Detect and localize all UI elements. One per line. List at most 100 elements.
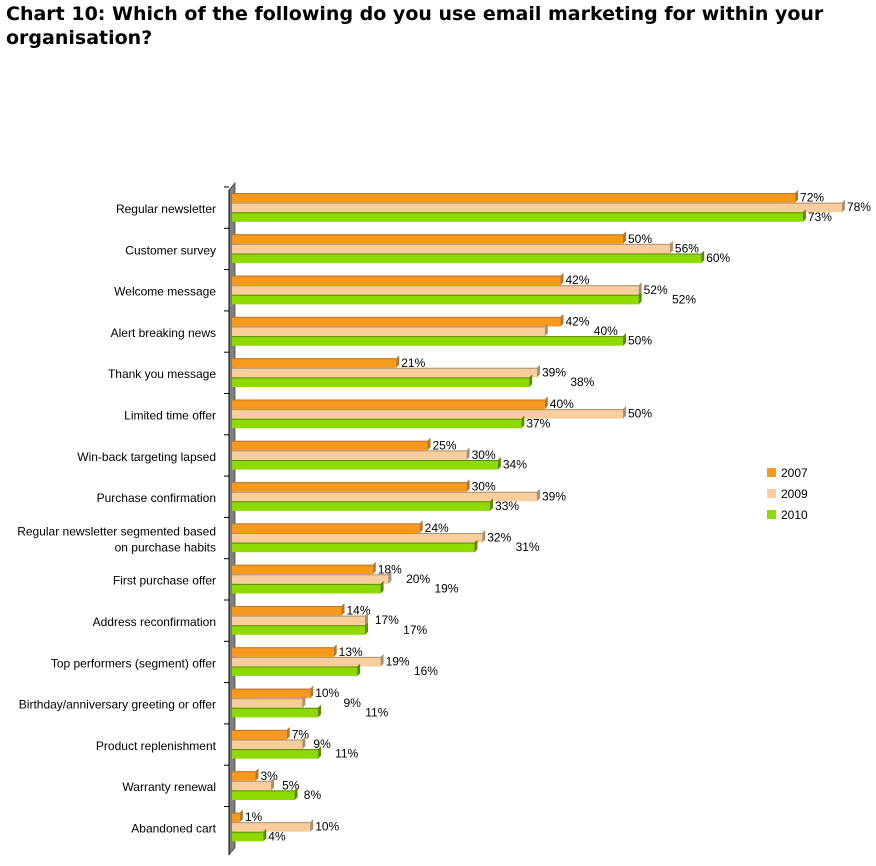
bar-end (364, 612, 368, 626)
data-label: 4% (268, 829, 286, 843)
data-label: 1% (245, 810, 263, 824)
category-label: Limited time offer (124, 409, 216, 423)
bar-2009 (232, 698, 303, 708)
bar-end (529, 374, 533, 387)
bar-2007 (232, 523, 420, 533)
data-label: 7% (292, 728, 310, 742)
category-label: Win-back targeting lapsed (77, 450, 216, 464)
data-label: 5% (282, 778, 300, 792)
bar-end (795, 190, 799, 203)
data-label: 37% (526, 416, 550, 430)
bar-2009 (232, 450, 467, 460)
bar-end (294, 787, 298, 800)
data-label: 11% (335, 747, 358, 761)
bar-2007 (232, 729, 287, 740)
category-label: Abandoned cart (131, 822, 216, 836)
data-label: 39% (542, 489, 566, 503)
data-label: 20% (406, 572, 430, 586)
bar-2009 (232, 615, 365, 626)
bar-2007 (232, 688, 311, 699)
bar-end (638, 291, 642, 305)
bar-2007 (232, 482, 467, 492)
bar-2010 (232, 501, 491, 511)
bar-2010 (232, 336, 623, 346)
bar-end (380, 580, 384, 594)
data-label: 56% (675, 242, 699, 256)
bar-end (544, 323, 548, 337)
data-label: 42% (565, 315, 589, 329)
bar-end (310, 685, 314, 699)
bar-2009 (232, 367, 537, 378)
category-label: Warranty renewal (122, 780, 216, 794)
category-label: Top performers (segment) offer (51, 656, 216, 670)
bar-end (536, 488, 540, 502)
bar-2007 (232, 234, 623, 244)
category-label: Address reconfirmation (93, 615, 216, 629)
bar-end (669, 240, 673, 254)
bar-2009 (232, 780, 272, 791)
data-label: 3% (260, 769, 278, 783)
bar-2010 (232, 583, 381, 594)
bar-end (388, 571, 392, 584)
bar-2009 (232, 326, 545, 337)
bar-2007 (232, 606, 342, 616)
bar-end (474, 539, 478, 553)
legend-swatch-2010 (767, 510, 776, 519)
bar-end (302, 695, 306, 708)
bar-2010 (232, 212, 803, 222)
bar-2009 (232, 656, 381, 667)
bar-end (536, 364, 540, 378)
bar-end (396, 355, 400, 368)
bar-2010 (232, 749, 319, 759)
data-label: 14% (346, 604, 370, 618)
bar-end (333, 644, 337, 657)
bar-end (239, 809, 243, 823)
bar-2007 (232, 812, 240, 823)
bar-2009 (232, 409, 623, 419)
legend-label: 2007 (781, 466, 808, 480)
bar-end (466, 479, 470, 492)
bar-end (701, 250, 705, 264)
bar-2009 (232, 574, 389, 584)
bar-end (490, 498, 494, 511)
bar-end (560, 313, 564, 327)
chart-title: Chart 10: Which of the following do you … (6, 3, 824, 49)
data-label: 34% (503, 458, 527, 472)
data-label: 21% (401, 356, 425, 370)
bar-end (364, 622, 368, 635)
data-label: 78% (847, 200, 871, 214)
bar-end (419, 520, 423, 533)
bar-2007 (232, 358, 397, 368)
data-label: 19% (434, 582, 458, 596)
bar-2009 (232, 739, 303, 750)
data-label: 30% (472, 480, 496, 494)
data-label: 33% (495, 499, 519, 513)
bar-2007 (232, 647, 334, 657)
bar-2007 (232, 564, 373, 575)
data-label: 10% (315, 820, 339, 834)
category-label: Regular newsletter segmented based (17, 524, 216, 538)
legend-label: 2009 (781, 487, 808, 501)
data-label: 40% (594, 324, 618, 338)
data-label: 50% (628, 232, 652, 246)
data-label: 17% (375, 613, 399, 627)
bar-2007 (232, 399, 545, 410)
bar-end (482, 530, 486, 543)
bar-2009 (232, 202, 842, 213)
data-label: 11% (365, 705, 388, 719)
bar-2010 (232, 294, 639, 305)
data-label: 32% (487, 531, 511, 545)
bar-end (427, 437, 431, 451)
bar-2010 (232, 625, 365, 635)
data-label: 42% (565, 273, 589, 287)
data-label: 60% (706, 251, 730, 265)
data-label: 24% (425, 521, 449, 535)
category-label: Alert breaking news (111, 326, 216, 340)
legend-label: 2010 (781, 508, 808, 522)
data-label: 8% (304, 788, 322, 802)
data-label: 10% (315, 686, 339, 700)
bar-2010 (232, 253, 702, 264)
data-label: 40% (550, 397, 574, 411)
bar-end (497, 457, 501, 470)
